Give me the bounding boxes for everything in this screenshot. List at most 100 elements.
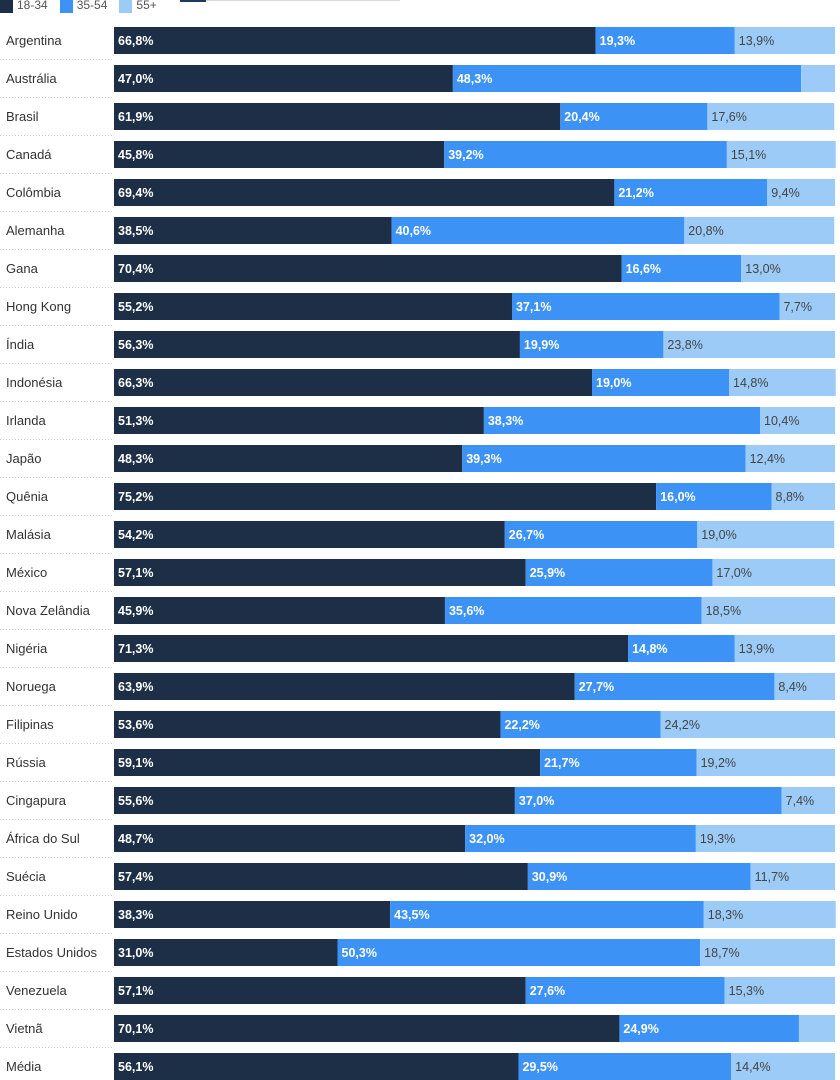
- bar-segment-35-54-canadá: [444, 141, 727, 168]
- bar-segment-35-54-nigéria: [628, 635, 735, 662]
- category-label: Filipinas: [6, 717, 54, 732]
- data-label: 26,7%: [509, 528, 544, 542]
- data-label: 9,4%: [771, 186, 800, 200]
- data-label: 48,3%: [118, 452, 153, 466]
- bar-segment-18-34-gana: [114, 255, 622, 282]
- data-label: 27,7%: [579, 680, 614, 694]
- category-label: México: [6, 565, 47, 580]
- bar-segment-55-plus-irlanda: [760, 407, 835, 434]
- bar-segment-18-34-brasil: [114, 103, 561, 130]
- data-label: 13,0%: [745, 262, 780, 276]
- bar-segment-35-54-alemanha: [391, 217, 685, 244]
- data-label: 7,7%: [783, 300, 812, 314]
- category-label: Colômbia: [6, 185, 62, 200]
- data-label: 10,4%: [764, 414, 799, 428]
- data-label: 19,3%: [600, 34, 635, 48]
- data-label: 24,2%: [665, 718, 700, 732]
- bar-segment-35-54-indonésia: [592, 369, 730, 396]
- data-label: 47,0%: [118, 72, 153, 86]
- legend-item-35-54[interactable]: 35-54: [59, 0, 108, 13]
- data-label: 8,8%: [776, 490, 805, 504]
- legend-label-35-54: 35-54: [76, 0, 108, 12]
- bar-segment-35-54-cingapura: [514, 787, 782, 814]
- bar-segment-18-34-nova-zelândia: [114, 597, 445, 624]
- bar-segment-18-34-malásia: [114, 521, 505, 548]
- data-label: 17,0%: [716, 566, 751, 580]
- bar-segment-35-54-japão: [462, 445, 746, 472]
- legend-item-18-34[interactable]: 18-34: [0, 0, 48, 13]
- bar-segment-18-34-irlanda: [114, 407, 484, 434]
- data-label: 8,4%: [778, 680, 807, 694]
- data-label: 39,2%: [448, 148, 483, 162]
- bar-segment-18-34-indonésia: [114, 369, 593, 396]
- data-label: 56,1%: [118, 1060, 153, 1074]
- data-label: 14,4%: [735, 1060, 770, 1074]
- bar-segment-18-34-média: [114, 1053, 519, 1080]
- bar-segment-55-plus-gana: [741, 255, 835, 282]
- category-label: Argentina: [6, 33, 62, 48]
- bar-segment-55-plus-vietnã: [798, 1015, 835, 1042]
- category-label: Média: [6, 1059, 42, 1074]
- bar-segment-35-54-áfrica-do-sul: [465, 825, 696, 852]
- data-label: 55,6%: [118, 794, 153, 808]
- bar-segment-35-54-filipinas: [500, 711, 661, 738]
- bar-segment-55-plus-áfrica-do-sul: [695, 825, 835, 852]
- bar-segment-18-34-japão: [114, 445, 463, 472]
- bar-segment-18-34-cingapura: [114, 787, 515, 814]
- data-label: 21,2%: [618, 186, 653, 200]
- data-label: 19,0%: [596, 376, 631, 390]
- category-label: Irlanda: [6, 413, 47, 428]
- bar-segment-55-plus-alemanha: [684, 217, 835, 244]
- category-label: Alemanha: [6, 223, 65, 238]
- data-label: 38,3%: [118, 908, 153, 922]
- legend-label-18-34: 18-34: [17, 0, 48, 12]
- category-label: Reino Unido: [6, 907, 78, 922]
- category-label: Cingapura: [6, 793, 67, 808]
- data-label: 20,4%: [564, 110, 599, 124]
- data-label: 54,2%: [118, 528, 153, 542]
- data-label: 56,3%: [118, 338, 153, 352]
- data-label: 31,0%: [118, 946, 153, 960]
- data-label: 39,3%: [466, 452, 501, 466]
- bar-segment-35-54-quênia: [656, 483, 772, 510]
- data-label: 57,1%: [118, 984, 153, 998]
- bar-segment-35-54-nova-zelândia: [444, 597, 702, 624]
- category-label: Índia: [6, 337, 35, 352]
- bar-segment-55-plus-nova-zelândia: [701, 597, 835, 624]
- bar-segment-55-plus-argentina: [734, 27, 835, 54]
- bar-segment-35-54-argentina: [595, 27, 735, 54]
- bar-segment-35-54-colômbia: [614, 179, 768, 206]
- bar-segment-35-54-irlanda: [483, 407, 761, 434]
- data-label: 19,3%: [700, 832, 735, 846]
- legend-swatch-35-54: [59, 0, 73, 13]
- data-label: 69,4%: [118, 186, 153, 200]
- bar-segment-18-34-noruega: [114, 673, 575, 700]
- data-label: 16,6%: [626, 262, 661, 276]
- bar-segment-35-54-média: [518, 1053, 732, 1080]
- legend-item-55-plus[interactable]: 55+: [119, 0, 157, 13]
- data-label: 70,4%: [118, 262, 153, 276]
- bar-segment-18-34-nigéria: [114, 635, 629, 662]
- data-label: 18,5%: [706, 604, 741, 618]
- category-label: Vietnã: [6, 1021, 43, 1036]
- data-label: 63,9%: [118, 680, 153, 694]
- category-label: África do Sul: [6, 831, 80, 846]
- data-label: 18,3%: [708, 908, 743, 922]
- data-label: 35,6%: [449, 604, 484, 618]
- bar-segment-55-plus-reino-unido: [703, 901, 836, 928]
- category-label: Canadá: [6, 147, 52, 162]
- data-label: 45,8%: [118, 148, 153, 162]
- bar-segment-35-54-suécia: [527, 863, 751, 890]
- data-label: 25,9%: [530, 566, 565, 580]
- bar-segment-18-34-venezuela: [114, 977, 526, 1004]
- bar-segment-18-34-áfrica-do-sul: [114, 825, 466, 852]
- legend-divider: [206, 0, 400, 1]
- bar-segment-18-34-filipinas: [114, 711, 501, 738]
- data-label: 57,1%: [118, 566, 153, 580]
- data-label: 38,5%: [118, 224, 153, 238]
- bar-segment-18-34-hong-kong: [114, 293, 512, 320]
- bar-segment-35-54-venezuela: [525, 977, 725, 1004]
- bar-segment-35-54-austrália: [452, 65, 802, 92]
- bar-segment-55-plus-austrália: [801, 65, 835, 92]
- category-label: Venezuela: [6, 983, 67, 998]
